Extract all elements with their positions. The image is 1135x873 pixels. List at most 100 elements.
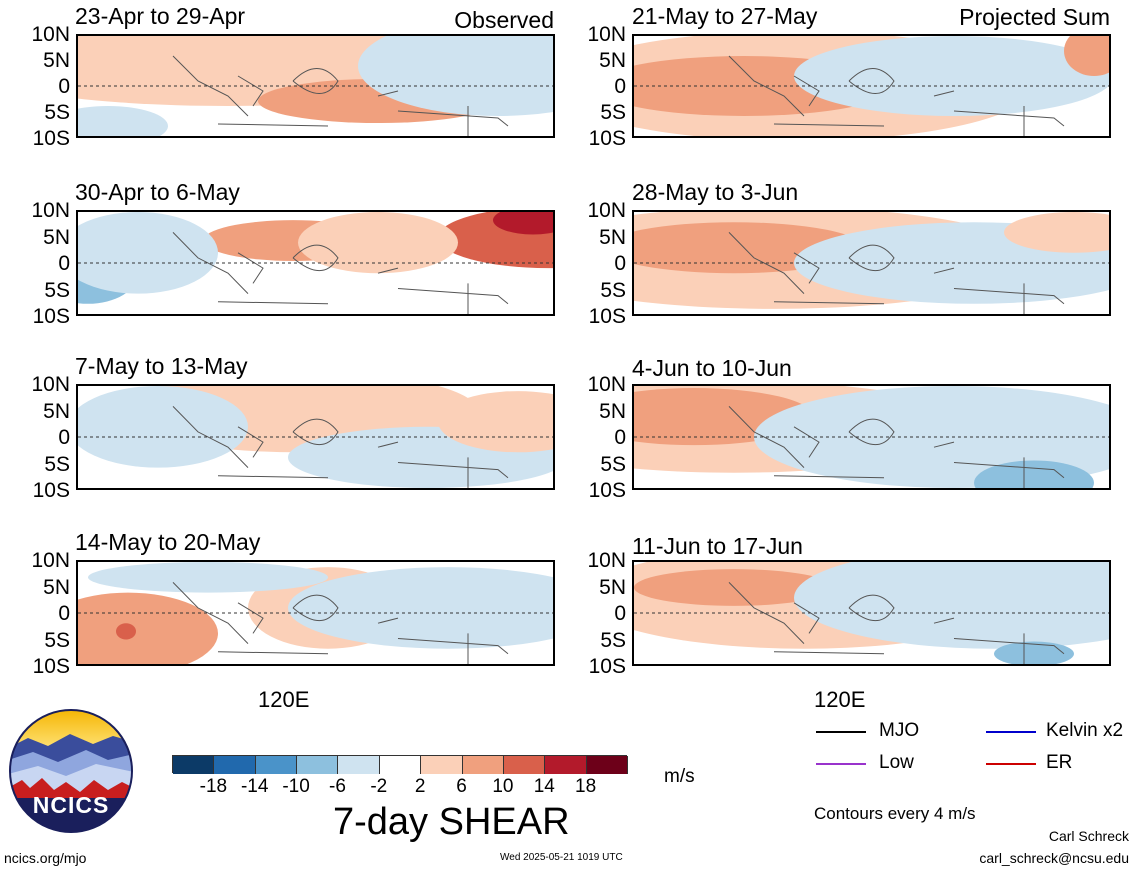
latitude-label: 5N — [43, 225, 70, 249]
coastline — [728, 406, 1065, 488]
latitude-label: 5S — [44, 452, 70, 476]
latitude-label: 5S — [600, 452, 626, 476]
colorbar-tick-label: 18 — [575, 776, 597, 797]
colorbar-swatch — [297, 756, 339, 774]
shear-field-blob — [994, 641, 1074, 664]
shear-field-blob — [1064, 36, 1109, 76]
legend-kelvin-label: Kelvin x2 — [1046, 720, 1124, 741]
colorbar-swatch — [255, 756, 298, 774]
latitude-label: 10N — [587, 549, 626, 572]
shear-field-blob — [288, 567, 553, 649]
latitude-label: 5N — [43, 575, 70, 599]
logo-text: NCICS — [32, 792, 110, 818]
shear-field-blob — [974, 460, 1094, 488]
panel-title: 4-Jun to 10-Jun — [632, 355, 792, 381]
latitude-label: 0 — [614, 75, 626, 98]
latitude-label: 10N — [31, 23, 70, 46]
colorbar-swatch — [545, 756, 587, 774]
latitude-label: 5S — [44, 278, 70, 302]
coastline — [728, 55, 1065, 136]
colorbar-swatch — [503, 756, 546, 774]
projected-sum-label: Projected Sum — [959, 4, 1110, 30]
colorbar-tick-label: -6 — [329, 776, 346, 797]
map-panel-projected-3 — [632, 384, 1111, 490]
latitude-label: 5S — [44, 628, 70, 652]
latitude-label: 5N — [599, 575, 626, 599]
shear-field-blob — [794, 36, 1109, 116]
latitude-label: 5S — [600, 628, 626, 652]
colorbar-swatch — [173, 756, 215, 774]
latitude-label: 5S — [44, 101, 70, 124]
latitude-label: 10S — [32, 655, 70, 678]
coastline — [172, 55, 509, 136]
colorbar-tick-label: 10 — [492, 776, 514, 797]
latitude-label: 5N — [599, 49, 626, 72]
latitude-label: 10N — [31, 199, 70, 222]
colorbar-tick-label: 6 — [456, 776, 467, 797]
colorbar-swatch — [214, 756, 256, 774]
coastline — [728, 582, 1065, 664]
latitude-label: 0 — [614, 426, 626, 449]
latitude-label: 10S — [588, 479, 626, 502]
colorbar-ticks: -18 -14 -10 -6 -2 2 6 10 14 18 — [172, 776, 627, 800]
latitude-label: 0 — [614, 602, 626, 625]
latitude-label: 0 — [58, 602, 70, 625]
map-panel-projected-2 — [632, 210, 1111, 316]
map-panel-observed-1 — [76, 34, 555, 138]
colorbar-tick-label: -14 — [240, 776, 269, 797]
latitude-label: 10S — [588, 305, 626, 328]
shear-field-blob — [493, 212, 553, 235]
colorbar-unit: m/s — [664, 766, 695, 787]
latitude-label: 5N — [599, 399, 626, 423]
legend-low-label: Low — [879, 752, 914, 773]
shear-field-blob — [298, 212, 458, 274]
legend-mjo-label: MJO — [879, 720, 920, 741]
colorbar-swatch — [462, 756, 504, 774]
ncics-logo: NCICS — [8, 708, 134, 834]
panel-title: 28-May to 3-Jun — [632, 179, 799, 205]
shear-field-blob — [78, 106, 168, 136]
colorbar-tick-label: 14 — [533, 776, 555, 797]
latitude-label: 5N — [43, 399, 70, 423]
colorbar-title: 7-day SHEAR — [333, 801, 570, 843]
mjo-line-swatch — [816, 731, 866, 733]
shear-field-blob — [358, 36, 553, 116]
latitude-label: 10N — [587, 373, 626, 396]
map-panel-projected-1 — [632, 34, 1111, 138]
colorbar-swatch — [338, 756, 380, 774]
latitude-label: 10S — [32, 127, 70, 150]
latitude-label: 0 — [614, 252, 626, 275]
map-panel-observed-2 — [76, 210, 555, 316]
kelvin-line-swatch — [986, 731, 1036, 733]
author-name: Carl Schreck — [1048, 828, 1129, 844]
latitude-label: 10N — [587, 23, 626, 46]
colorbar-swatch — [421, 756, 463, 774]
latitude-label: 10S — [32, 305, 70, 328]
longitude-label-right: 120E — [814, 687, 866, 712]
latitude-label: 10N — [587, 199, 626, 222]
coastline — [172, 232, 509, 314]
latitude-label: 10N — [31, 373, 70, 396]
coastline — [172, 406, 509, 488]
latitude-label: 10S — [588, 127, 626, 150]
colorbar — [172, 755, 628, 774]
latitude-label: 0 — [58, 426, 70, 449]
panel-title: 21-May to 27-May — [632, 3, 818, 29]
panel-title: 14-May to 20-May — [75, 529, 261, 555]
map-panel-observed-3 — [76, 384, 555, 490]
latitude-label: 5N — [43, 49, 70, 72]
colorbar-swatch — [586, 756, 628, 774]
latitude-label: 0 — [58, 252, 70, 275]
coastline — [728, 232, 1065, 314]
shear-field-blob — [78, 386, 248, 468]
shear-field-blob — [1004, 212, 1109, 253]
latitude-label: 5N — [599, 225, 626, 249]
site-link[interactable]: ncics.org/mjo — [4, 850, 87, 866]
low-line-swatch — [816, 763, 866, 765]
shear-field-blob — [116, 623, 136, 640]
colorbar-tick-label: -2 — [370, 776, 388, 797]
author-email[interactable]: carl_schreck@ncsu.edu — [979, 850, 1129, 866]
er-line-swatch — [986, 763, 1036, 765]
legend-er-label: ER — [1046, 752, 1073, 773]
panel-title: 11-Jun to 17-Jun — [632, 533, 803, 559]
